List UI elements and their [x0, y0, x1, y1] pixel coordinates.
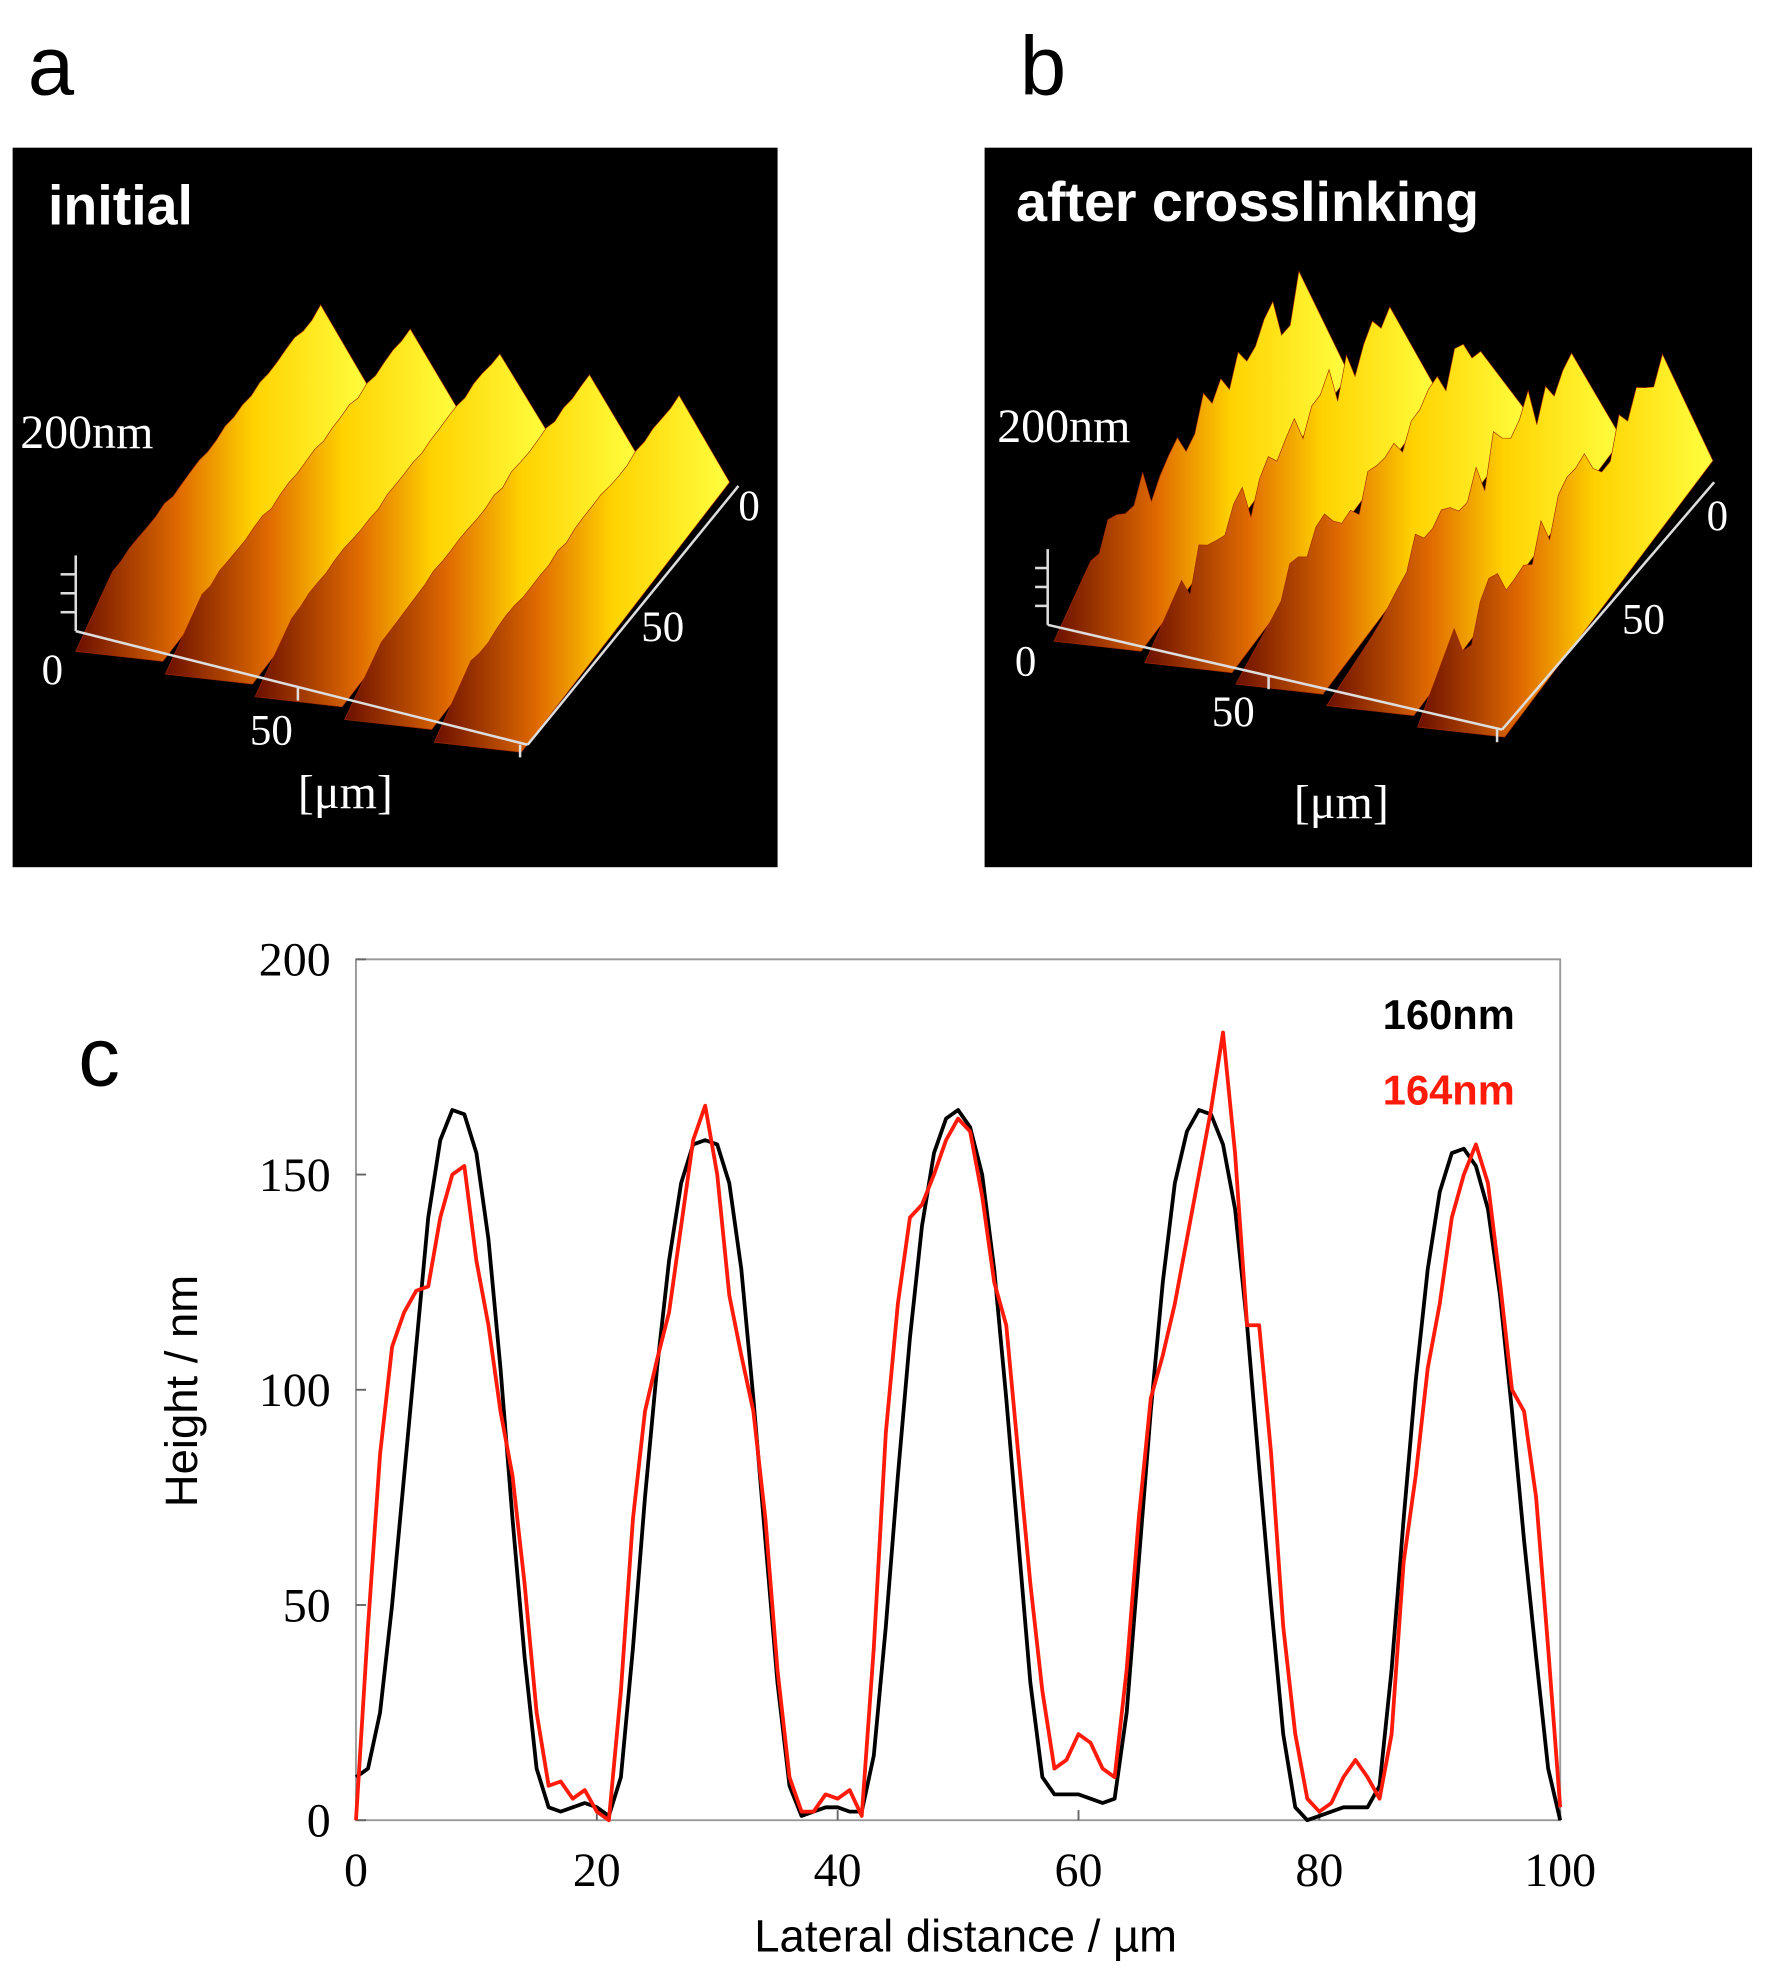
panel-letter: a — [28, 20, 75, 113]
ridge — [164, 328, 462, 685]
x-tick-label: 60 — [1055, 1844, 1103, 1897]
ridge — [344, 374, 641, 730]
axis-label: 50 — [641, 604, 684, 651]
plot-frame — [355, 958, 1562, 1822]
axis-label: 0 — [1015, 638, 1036, 685]
x-tick-label: 0 — [344, 1844, 368, 1897]
ridge — [1053, 270, 1350, 652]
axis-label: 0 — [1707, 493, 1728, 540]
afm-panel: after crosslinking 200nm 0 50 0 50 [μm] — [984, 147, 1753, 868]
panel-letter: b — [1020, 20, 1066, 113]
panel-title: after crosslinking — [1016, 171, 1479, 233]
y-tick-label: 150 — [259, 1149, 331, 1202]
x-tick-label: 100 — [1524, 1844, 1596, 1897]
ridge — [433, 394, 730, 753]
axis-label: 50 — [1212, 689, 1255, 736]
surface — [1053, 270, 1714, 738]
y-tick-label: 0 — [307, 1795, 331, 1848]
unit-label: [μm] — [1294, 776, 1389, 829]
axis-label: 50 — [250, 708, 293, 755]
x-tick-label: 80 — [1295, 1844, 1343, 1897]
axis-label: 50 — [1622, 597, 1665, 644]
ridge — [1144, 306, 1441, 674]
ridge — [75, 304, 372, 662]
unit-label: [μm] — [298, 766, 393, 819]
axes-3d — [60, 485, 740, 758]
x-axis-title: Lateral distance / µm — [754, 1910, 1177, 1961]
x-tick-label: 20 — [573, 1844, 621, 1897]
data-line — [354, 1108, 1563, 1823]
ridge — [1235, 343, 1532, 695]
y-tick-label: 100 — [259, 1364, 331, 1417]
panel-title: initial — [48, 175, 193, 237]
surface — [75, 304, 730, 753]
panel-letter: c — [78, 1011, 120, 1104]
ridge — [1417, 353, 1714, 738]
axes-3d — [1035, 481, 1716, 743]
z-label: 200nm — [997, 400, 1130, 453]
y-tick-label: 200 — [259, 934, 331, 987]
x-tick-label: 40 — [814, 1844, 862, 1897]
legend-label: 164nm — [1383, 1066, 1515, 1113]
ridge — [254, 353, 551, 708]
legend-label: 160nm — [1383, 991, 1515, 1038]
data-line — [354, 1030, 1563, 1823]
y-tick-label: 50 — [283, 1579, 331, 1632]
z-label: 200nm — [20, 406, 153, 459]
axis-label: 0 — [42, 647, 63, 694]
line-chart: 0 50 100 150 200 0 20 40 60 80 100 160nm 164nm — [259, 934, 1596, 1897]
axis-label: 0 — [738, 483, 759, 530]
y-axis-title: Height / nm — [156, 1275, 207, 1507]
ridge — [1326, 352, 1623, 717]
afm-panel: initial 200nm 0 50 0 50 [μm] — [12, 147, 778, 868]
